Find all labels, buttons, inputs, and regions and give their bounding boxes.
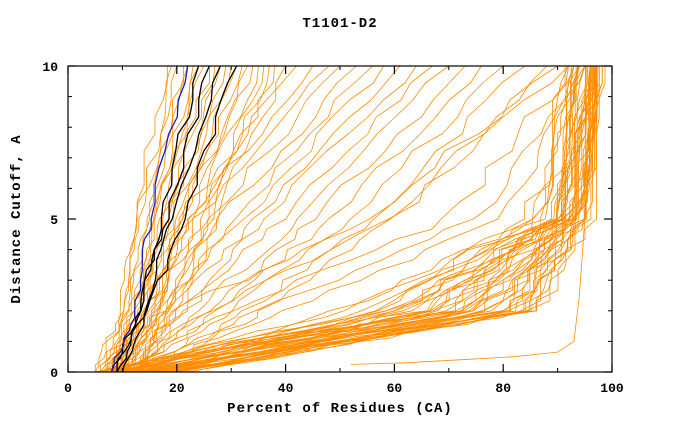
curve-line-orange <box>116 65 373 373</box>
curve-line-orange <box>133 65 586 373</box>
curve-line-orange <box>116 65 232 373</box>
curve-line-orange <box>143 65 526 373</box>
curve-line-orange <box>111 66 588 373</box>
curve-line-orange <box>138 65 286 373</box>
curve-line-orange <box>187 65 597 373</box>
curve-line-orange <box>116 65 384 373</box>
curve-line-orange <box>122 65 401 373</box>
x-tick-label: 20 <box>169 381 185 396</box>
curve-line-orange <box>105 65 199 373</box>
x-tick-label: 100 <box>600 381 624 396</box>
curve-line-blue <box>110 65 189 373</box>
curve-line-orange <box>133 66 595 373</box>
curve-line-orange <box>111 65 575 373</box>
curve-line-orange <box>127 65 586 373</box>
curve-line-orange <box>149 66 600 373</box>
curve-line-orange <box>127 65 259 373</box>
curve-line-orange <box>94 65 172 373</box>
curve-line-black <box>116 65 221 373</box>
curve-line-orange <box>133 65 586 373</box>
curve-line-orange <box>160 66 603 373</box>
curve-line-orange <box>165 65 597 373</box>
curve-line-orange <box>154 66 597 373</box>
curve-line-orange <box>94 66 168 372</box>
curve-line-orange <box>122 65 417 373</box>
curve-line-orange <box>138 65 504 373</box>
curve-line-orange <box>116 65 580 373</box>
curve-line-orange <box>149 66 592 373</box>
axes-layer: 0 20 40 60 80 100 0 5 10 <box>42 60 624 396</box>
curve-line-orange <box>154 66 606 373</box>
y-axis-label: Distance Cutoff, A <box>9 134 25 303</box>
curve-line-orange <box>111 65 357 373</box>
curve-line-orange <box>144 66 598 373</box>
x-tick-label: 40 <box>278 381 294 396</box>
curve-line-orange <box>187 66 600 373</box>
x-tick-label: 80 <box>495 381 511 396</box>
curve-line-orange <box>127 65 433 373</box>
curve-line-orange <box>133 65 270 373</box>
curve-line-black <box>121 65 238 373</box>
curve-line-orange <box>111 65 558 373</box>
curves-layer <box>94 65 606 373</box>
curve-line-orange <box>127 65 450 373</box>
y-tick-label: 5 <box>50 213 58 228</box>
curve-line-orange <box>133 65 482 373</box>
x-tick-label: 60 <box>387 381 403 396</box>
curve-line-orange <box>182 66 597 373</box>
curve-line-orange <box>350 72 591 365</box>
curve-line-orange <box>116 65 580 373</box>
curve-line-orange <box>138 65 591 373</box>
curve-line-orange <box>133 65 466 373</box>
curve-line-orange <box>165 66 597 373</box>
curve-line-orange <box>111 65 341 373</box>
curve-line-orange <box>149 65 547 373</box>
chart-title: T1101-D2 <box>302 16 377 32</box>
y-tick-label: 0 <box>50 366 58 381</box>
curve-line-black <box>116 65 210 372</box>
curve-line-orange <box>127 65 580 373</box>
curve-line-orange <box>100 66 185 372</box>
curve-line-orange <box>138 65 591 373</box>
curve-line-orange <box>111 65 580 373</box>
curve-line-orange <box>100 65 178 372</box>
y-tick-label: 10 <box>42 60 58 75</box>
x-tick-label: 0 <box>64 381 72 396</box>
curve-line-orange <box>160 65 597 373</box>
x-axis-label: Percent of Residues (CA) <box>227 401 453 417</box>
curve-line-orange <box>127 65 254 373</box>
curve-line-orange <box>116 65 569 373</box>
curve-line-orange <box>105 65 189 373</box>
curve-line-orange <box>138 65 276 373</box>
curve-line-orange <box>144 66 598 373</box>
curve-line-orange <box>106 66 578 373</box>
curve-line-orange <box>111 65 216 373</box>
curve-line-orange <box>122 65 575 373</box>
curve-line-orange <box>111 66 210 373</box>
curve-line-orange <box>116 65 221 373</box>
curve-line-orange <box>100 65 569 373</box>
